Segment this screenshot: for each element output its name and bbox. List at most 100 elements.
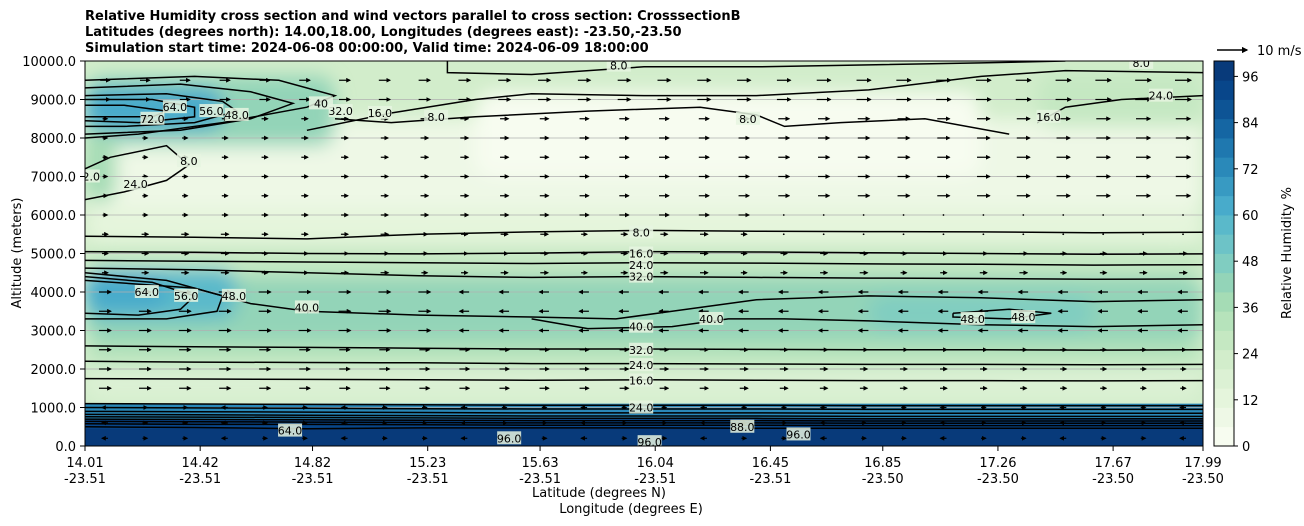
colorbar-band-6 xyxy=(1214,311,1234,331)
contour-label-20: 64.0 xyxy=(135,286,160,299)
contour-label-bg-23 xyxy=(294,300,319,314)
contour-label-bg-21 xyxy=(174,288,199,302)
contour-label-bg-13 xyxy=(176,154,201,168)
colorbar-band-10 xyxy=(1214,234,1234,254)
contour-label-bg-14 xyxy=(123,177,148,191)
contour-label-bg-0 xyxy=(606,61,631,72)
contour-label-10: 56.0 xyxy=(199,105,224,118)
x-axis-label-lon: Longitude (degrees E) xyxy=(559,502,703,517)
wind-vectors xyxy=(98,77,1193,441)
contour-88-15 xyxy=(85,426,1203,430)
contour-label-3: 8.0 xyxy=(427,111,445,124)
y-tick-label-3: 3000.0 xyxy=(31,325,77,340)
contour-72-13 xyxy=(85,420,1203,425)
contour-label-bg-35 xyxy=(730,419,755,433)
contour-label-bg-15 xyxy=(85,169,100,183)
wind-vector-363 xyxy=(1182,214,1184,216)
contour-label-24: 40.0 xyxy=(629,321,654,334)
contour-label-bg-3 xyxy=(424,109,449,123)
contour-label-bg-24 xyxy=(629,319,654,333)
x-tick-lon-4: -23.51 xyxy=(519,472,561,487)
wind-vector-328 xyxy=(902,233,905,236)
wind-vector-357 xyxy=(942,214,945,216)
contour-label-4: 8.0 xyxy=(739,113,757,126)
x-tick-lon-8: -23.50 xyxy=(977,472,1019,487)
contour-label-bg-29 xyxy=(629,358,654,372)
contour-label-2: 16.0 xyxy=(368,107,393,120)
y-axis: 0.0 1000.0 2000.0 3000.0 4000.0 5000.0 6000.0 7… xyxy=(22,55,85,455)
y-tick-label-4: 4000.0 xyxy=(31,286,77,301)
y-axis-label: Altitude (meters) xyxy=(10,198,25,309)
contour-label-7: 32.0 xyxy=(328,105,353,118)
colorbar-band-4 xyxy=(1214,349,1234,370)
colorbar-band-3 xyxy=(1214,369,1234,389)
colorbar-frame xyxy=(1213,60,1235,447)
wind-vector-330 xyxy=(982,233,985,236)
contour-label-bg-19 xyxy=(629,269,654,283)
colorbar-band-14 xyxy=(1214,157,1234,177)
contour-label-bg-22 xyxy=(221,288,246,302)
x-tick-lat-1: 14.42 xyxy=(182,456,219,471)
contour-label-bg-33 xyxy=(497,431,522,445)
contour-label-bg-25 xyxy=(699,311,724,325)
colorbar-band-9 xyxy=(1214,253,1234,274)
wind-vector-360 xyxy=(1062,214,1065,216)
colorbar-band-0 xyxy=(1214,426,1234,447)
colorbar-tick-label-0: 0 xyxy=(1242,440,1250,455)
contour-label-0: 8.0 xyxy=(610,60,628,73)
wind-vector-333 xyxy=(1102,233,1105,236)
contour-label-32: 64.0 xyxy=(278,425,303,438)
contour-label-29: 24.0 xyxy=(629,359,654,372)
colorbar-tick-label-7: 84 xyxy=(1242,117,1259,132)
contour-label-22: 48.0 xyxy=(222,290,247,303)
x-tick-lon-7: -23.50 xyxy=(862,472,904,487)
contour-label-36: 96.0 xyxy=(786,428,811,441)
contour-label-bg-4 xyxy=(735,111,760,125)
x-tick-lon-2: -23.51 xyxy=(292,472,334,487)
contour-label-bg-9 xyxy=(224,107,249,121)
contour-label-19: 32.0 xyxy=(629,271,654,284)
wind-vector-358 xyxy=(982,214,985,216)
colorbar: 0 12 24 36 48 60 72 84 96 xyxy=(1213,60,1259,455)
y-tick-label-5: 5000.0 xyxy=(31,248,77,263)
x-tick-lat-2: 14.82 xyxy=(294,456,331,471)
colorbar-band-15 xyxy=(1214,138,1234,158)
x-tick-lat-7: 16.85 xyxy=(864,456,901,471)
contour-label-bg-31 xyxy=(629,400,654,414)
contour-label-11: 64.0 xyxy=(163,101,188,114)
x-tick-lat-3: 15.23 xyxy=(409,456,446,471)
contour-label-bg-34 xyxy=(637,435,662,446)
x-axis-label-lat: Latitude (degrees N) xyxy=(532,486,666,501)
contour-56-11 xyxy=(85,415,1203,420)
plot-area: 8.0 8.016.0 8.0 8.0 16.024.032.04048.056.064… xyxy=(85,60,1203,446)
wind-vector-354 xyxy=(822,214,825,216)
contour-labels: 8.0 8.016.0 8.0 8.0 16.024.032.04048.056.064… xyxy=(85,60,1173,446)
chart-title: Relative Humidity cross section and wind… xyxy=(85,9,741,57)
colorbar-band-13 xyxy=(1214,176,1234,197)
colorbar-band-1 xyxy=(1214,407,1234,428)
contour-56-mid xyxy=(85,275,197,316)
contour-label-bg-7 xyxy=(328,104,353,118)
x-tick-lat-5: 16.04 xyxy=(637,456,674,471)
wind-vector-355 xyxy=(862,214,865,216)
wind-vector-362 xyxy=(1142,214,1145,216)
x-tick-lon-3: -23.51 xyxy=(407,472,449,487)
x-tick-lat-4: 15.63 xyxy=(521,456,558,471)
wind-vector-332 xyxy=(1062,233,1065,236)
x-tick-lat-10: 17.99 xyxy=(1184,456,1221,471)
x-axis: 14.01-23.5114.42-23.5114.82-23.5115.23-2… xyxy=(64,446,1224,487)
contour-label-18: 24.0 xyxy=(629,259,654,272)
contour-label-bg-10 xyxy=(199,104,224,118)
contour-64-12 xyxy=(85,418,1203,422)
wind-vector-359 xyxy=(1022,214,1025,216)
x-tick-lon-6: -23.51 xyxy=(749,472,791,487)
wind-key-label: 10 m/s xyxy=(1257,44,1302,59)
colorbar-band-11 xyxy=(1214,215,1234,235)
contour-label-bg-5 xyxy=(1036,109,1061,123)
colorbar-band-19 xyxy=(1214,61,1234,81)
contour-label-bg-28 xyxy=(629,342,654,356)
contour-label-13: 8.0 xyxy=(180,155,198,168)
contour-label-bg-26 xyxy=(960,311,985,325)
colorbar-tick-label-2: 24 xyxy=(1242,348,1259,363)
y-tick-label-8: 8000.0 xyxy=(31,132,77,147)
